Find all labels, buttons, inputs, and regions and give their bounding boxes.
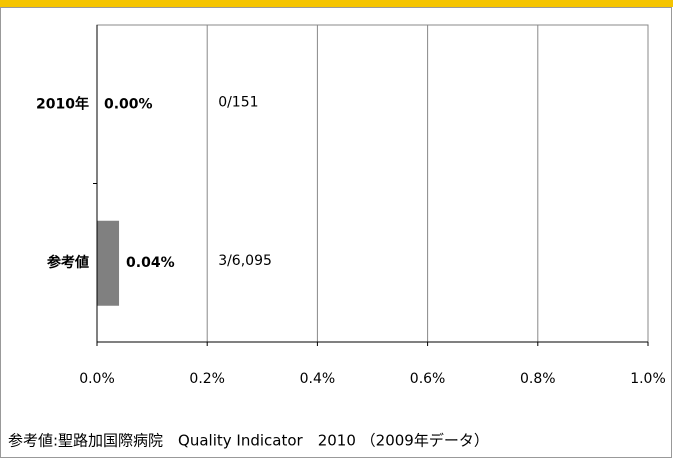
header-strip	[0, 0, 673, 7]
footnote: 参考値:聖路加国際病院 Quality Indicator 2010 （2009…	[8, 432, 489, 450]
x-tick-label: 0.6%	[410, 371, 446, 387]
annotation: 3/6,095	[218, 253, 272, 269]
value-label: 0.00%	[104, 96, 153, 112]
x-tick-label: 0.4%	[300, 371, 336, 387]
bar	[97, 220, 120, 306]
y-tick-label: 参考値	[47, 254, 89, 271]
annotation: 0/151	[218, 94, 258, 110]
x-tick-label: 0.8%	[520, 371, 556, 387]
value-label: 0.04%	[126, 255, 175, 271]
x-tick-label: 0.0%	[79, 371, 115, 387]
x-tick-label: 0.2%	[189, 371, 225, 387]
plot-area	[96, 24, 649, 343]
x-tick-label: 1.0%	[630, 371, 666, 387]
frame	[0, 7, 672, 458]
y-tick-label: 2010年	[36, 95, 89, 112]
